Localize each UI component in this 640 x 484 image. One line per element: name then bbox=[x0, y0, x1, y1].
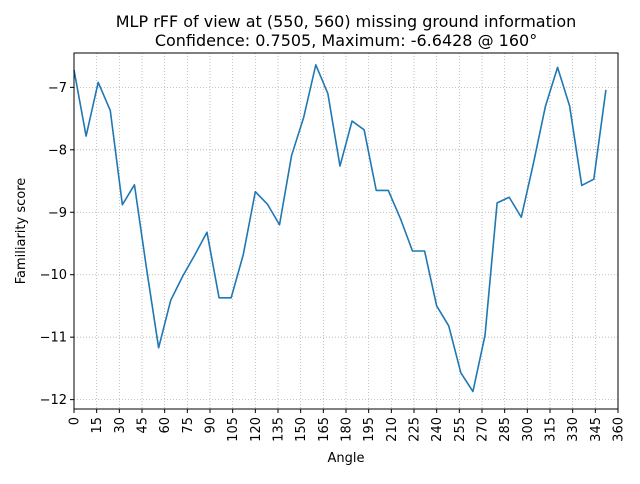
x-tick-label: 300 bbox=[521, 417, 536, 442]
x-tick-label: 285 bbox=[498, 417, 513, 442]
x-tick-label: 315 bbox=[544, 417, 559, 442]
x-tick-label: 225 bbox=[408, 417, 423, 442]
y-tick-label: −11 bbox=[40, 331, 67, 346]
x-tick-label: 150 bbox=[294, 417, 309, 442]
x-tick-label: 240 bbox=[430, 417, 445, 442]
x-tick-label: 180 bbox=[340, 417, 355, 442]
x-tick-label: 15 bbox=[90, 417, 105, 434]
y-tick-label: −8 bbox=[48, 143, 67, 158]
series-line bbox=[73, 64, 607, 393]
x-tick-label: 90 bbox=[204, 417, 219, 434]
data-layer bbox=[73, 64, 607, 393]
y-axis-label: Familiarity score bbox=[14, 178, 29, 285]
x-tick-label: 360 bbox=[612, 417, 627, 442]
chart-title: MLP rFF of view at (550, 560) missing gr… bbox=[116, 12, 577, 31]
y-tick-label: −10 bbox=[40, 268, 67, 283]
x-tick-label: 165 bbox=[317, 417, 332, 442]
y-tick-label: −7 bbox=[48, 81, 67, 96]
grid-lines bbox=[73, 53, 619, 409]
x-tick-label: 270 bbox=[476, 417, 491, 442]
x-tick-label: 210 bbox=[385, 417, 400, 442]
y-tick-label: −12 bbox=[40, 393, 67, 408]
x-tick-label: 255 bbox=[453, 417, 468, 442]
chart-subtitle: Confidence: 0.7505, Maximum: -6.6428 @ 1… bbox=[155, 31, 537, 50]
x-tick-label: 0 bbox=[68, 417, 83, 425]
x-tick-label: 345 bbox=[589, 417, 604, 442]
x-tick-label: 75 bbox=[181, 417, 196, 434]
x-tick-label: 30 bbox=[113, 417, 128, 434]
x-tick-label: 45 bbox=[136, 417, 151, 434]
x-tick-label: 120 bbox=[249, 417, 264, 442]
x-tick-label: 330 bbox=[566, 417, 581, 442]
x-tick-label: 60 bbox=[158, 417, 173, 434]
axes: 0 15 30 45 60 75 90 105 120 135 150 165 180 195 210 225… bbox=[40, 52, 627, 442]
x-tick-label: 195 bbox=[362, 417, 377, 442]
x-axis-label: Angle bbox=[328, 451, 365, 466]
y-tick-label: −9 bbox=[48, 206, 67, 221]
x-tick-label: 105 bbox=[226, 417, 241, 442]
x-tick-label: 135 bbox=[272, 417, 287, 442]
